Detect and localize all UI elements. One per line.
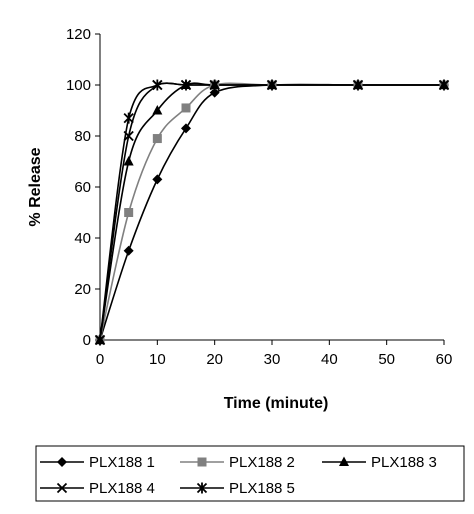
- y-tick-label: 0: [83, 332, 91, 349]
- y-tick-label: 80: [74, 128, 91, 145]
- data-point-s5-3: [180, 79, 192, 91]
- x-tick-label: 0: [96, 351, 104, 368]
- data-point-s5-7: [438, 79, 450, 91]
- data-point-s2-1: [124, 208, 134, 217]
- data-point-s3-1: [123, 156, 134, 166]
- data-point-s1-1: [123, 245, 134, 256]
- data-point-s5-5: [266, 79, 278, 91]
- series-line-3: [99, 82, 444, 341]
- y-ticks: 0 20 40 60 80 100 120: [66, 26, 100, 349]
- legend-label-2: PLX188 2: [229, 454, 295, 471]
- series-line-4: [99, 82, 444, 341]
- x-tick-label: 20: [206, 351, 223, 368]
- data-point-s5-6: [352, 79, 364, 91]
- data-point-s2-3: [181, 103, 191, 113]
- x-tick-label: 10: [149, 351, 166, 368]
- legend-item-1: PLX188 1: [40, 454, 155, 471]
- data-point-s5-1: [123, 112, 134, 124]
- x-axis-title: Time (minute): [224, 395, 329, 412]
- legend-label-4: PLX188 4: [89, 480, 155, 497]
- y-tick-label: 20: [74, 281, 91, 298]
- y-tick-label: 120: [66, 26, 91, 43]
- legend-item-2: PLX188 2: [180, 454, 295, 471]
- y-tick-label: 100: [66, 77, 91, 94]
- data-point-s4-1: [123, 130, 134, 142]
- legend-label-1: PLX188 1: [89, 454, 155, 471]
- legend-item-5: PLX188 5: [180, 480, 295, 497]
- legend-label-5: PLX188 5: [229, 480, 295, 497]
- legend-marker-4: [56, 482, 68, 494]
- data-point-s2-2: [152, 134, 162, 144]
- x-ticks: 0 10 20 30 40 50 60: [96, 340, 453, 368]
- data-point-s1-2: [152, 174, 163, 185]
- legend-label-3: PLX188 3: [371, 454, 437, 471]
- series-markers: [94, 79, 450, 346]
- legend-marker-2: [197, 457, 207, 467]
- series-lines: [99, 82, 444, 341]
- legend-item-4: PLX188 4: [40, 480, 155, 497]
- legend-marker-3: [339, 456, 349, 466]
- legend: PLX188 1 PLX188 2 PLX188 3 PLX188 4 PLX188 5: [35, 445, 465, 502]
- series-line-5: [99, 82, 444, 341]
- x-tick-label: 50: [378, 351, 395, 368]
- legend-items: PLX188 1 PLX188 2 PLX188 3 PLX188 4 PLX188 5: [40, 454, 437, 497]
- legend-marker-1: [57, 457, 67, 467]
- data-point-s5-2: [152, 79, 163, 91]
- legend-marker-5: [196, 482, 208, 494]
- data-point-s5-0: [94, 334, 106, 346]
- legend-box: [35, 445, 465, 502]
- data-point-s3-2: [152, 105, 163, 115]
- legend-item-3: PLX188 3: [322, 454, 437, 471]
- x-tick-label: 60: [436, 351, 453, 368]
- x-tick-label: 30: [264, 351, 281, 368]
- x-tick-label: 40: [321, 351, 338, 368]
- y-tick-label: 60: [74, 179, 91, 196]
- data-point-s1-4: [209, 87, 220, 98]
- series-line-2: [99, 82, 444, 341]
- y-axis-title: % Release: [27, 147, 44, 226]
- y-tick-label: 40: [74, 230, 91, 247]
- series-line-1: [99, 83, 444, 341]
- data-point-s1-3: [181, 123, 191, 134]
- data-point-s5-4: [209, 79, 220, 91]
